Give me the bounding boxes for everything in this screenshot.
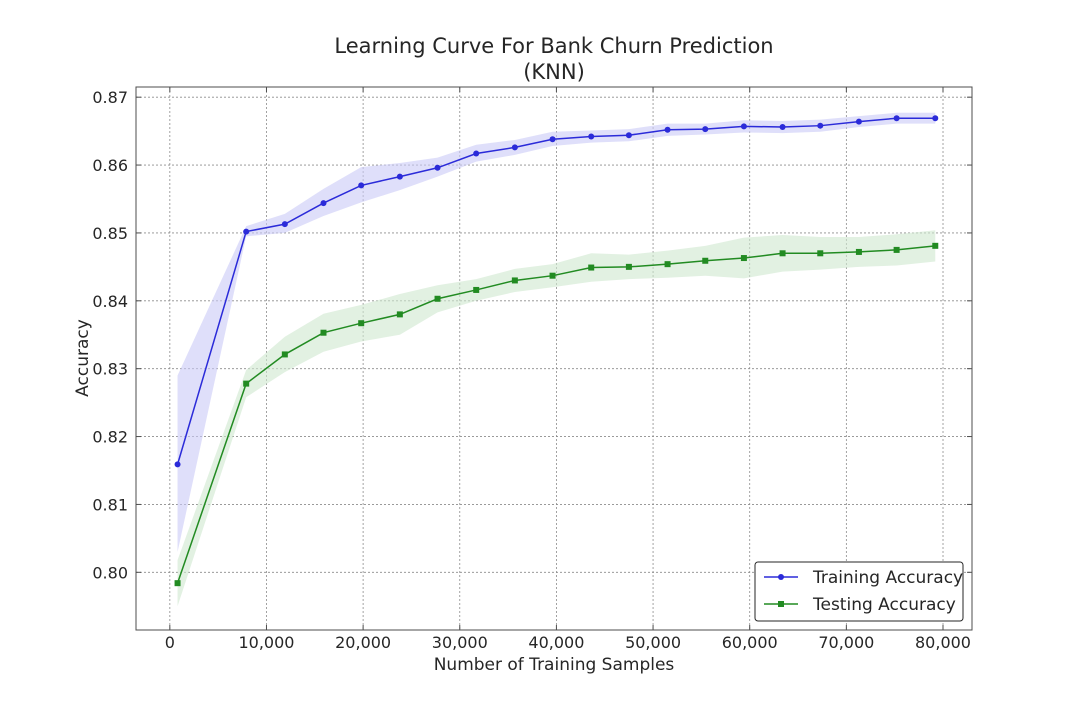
testing-point — [625, 263, 632, 270]
testing-point — [434, 295, 441, 302]
training-point — [779, 124, 786, 131]
legend: Training Accuracy Testing Accuracy — [754, 561, 964, 622]
x-tick-label: 80,000 — [915, 633, 971, 652]
legend-testing-marker — [778, 601, 784, 607]
x-tick-label: 0 — [165, 633, 175, 652]
y-tick-label: 0.86 — [92, 156, 128, 175]
testing-point — [473, 286, 480, 293]
testing-confidence-band — [177, 230, 936, 607]
series-markers — [174, 115, 939, 587]
x-tick-label: 70,000 — [818, 633, 874, 652]
testing-point — [588, 264, 595, 271]
y-axis-label: Accuracy — [73, 319, 93, 397]
training-point — [817, 122, 824, 129]
training-point — [702, 126, 709, 133]
grid — [136, 87, 972, 630]
legend-training-label: Training Accuracy — [812, 568, 963, 588]
training-point — [549, 136, 556, 143]
training-point — [893, 115, 900, 122]
training-point — [740, 123, 747, 130]
testing-point — [358, 320, 365, 327]
testing-point — [511, 277, 518, 284]
testing-point — [817, 250, 824, 257]
y-tick-label: 0.82 — [92, 428, 128, 447]
testing-point — [320, 329, 327, 336]
training-point — [625, 132, 632, 139]
training-accuracy-line — [176, 117, 936, 465]
testing-point — [893, 246, 900, 253]
testing-accuracy-line — [176, 245, 936, 584]
training-point — [434, 164, 441, 171]
training-point — [281, 221, 288, 228]
chart-title: Learning Curve For Bank Churn Prediction — [334, 34, 773, 58]
training-point — [511, 144, 518, 151]
y-tick-label: 0.85 — [92, 224, 128, 243]
x-tick-label: 40,000 — [528, 633, 584, 652]
training-point — [320, 200, 327, 207]
legend-box — [754, 561, 964, 622]
training-point — [932, 115, 939, 122]
legend-testing-label: Testing Accuracy — [812, 595, 956, 615]
axis-ticks: 0 10,000 20,000 30,000 40,000 50,000 60,000 70,… — [92, 87, 972, 652]
chart-subtitle: (KNN) — [523, 60, 585, 84]
testing-point — [779, 250, 786, 257]
training-point — [174, 461, 181, 468]
testing-point — [396, 311, 403, 318]
series-lines — [176, 117, 936, 584]
testing-point — [243, 380, 250, 387]
training-point — [588, 133, 595, 140]
testing-point — [174, 580, 181, 587]
training-point — [396, 173, 403, 180]
confidence-bands — [177, 112, 936, 607]
y-tick-label: 0.80 — [92, 563, 128, 582]
testing-point — [281, 351, 288, 358]
x-tick-label: 50,000 — [625, 633, 681, 652]
y-tick-label: 0.81 — [92, 495, 128, 514]
training-point — [358, 182, 365, 189]
x-tick-label: 60,000 — [722, 633, 778, 652]
testing-point — [702, 257, 709, 264]
legend-training-marker — [778, 574, 784, 580]
training-point — [664, 126, 671, 133]
y-tick-label: 0.84 — [92, 292, 128, 311]
x-tick-label: 10,000 — [238, 633, 294, 652]
x-axis-label: Number of Training Samples — [434, 655, 675, 675]
y-tick-label: 0.83 — [92, 360, 128, 379]
y-tick-label: 0.87 — [92, 88, 128, 107]
x-tick-label: 30,000 — [432, 633, 488, 652]
testing-point — [740, 255, 747, 262]
testing-point — [549, 272, 556, 279]
testing-point — [932, 242, 939, 249]
training-point — [473, 150, 480, 157]
x-tick-label: 20,000 — [335, 633, 391, 652]
training-point — [855, 118, 862, 125]
plot-frame — [135, 86, 973, 631]
testing-point — [664, 261, 671, 268]
training-point — [243, 228, 250, 235]
testing-point — [855, 248, 862, 255]
